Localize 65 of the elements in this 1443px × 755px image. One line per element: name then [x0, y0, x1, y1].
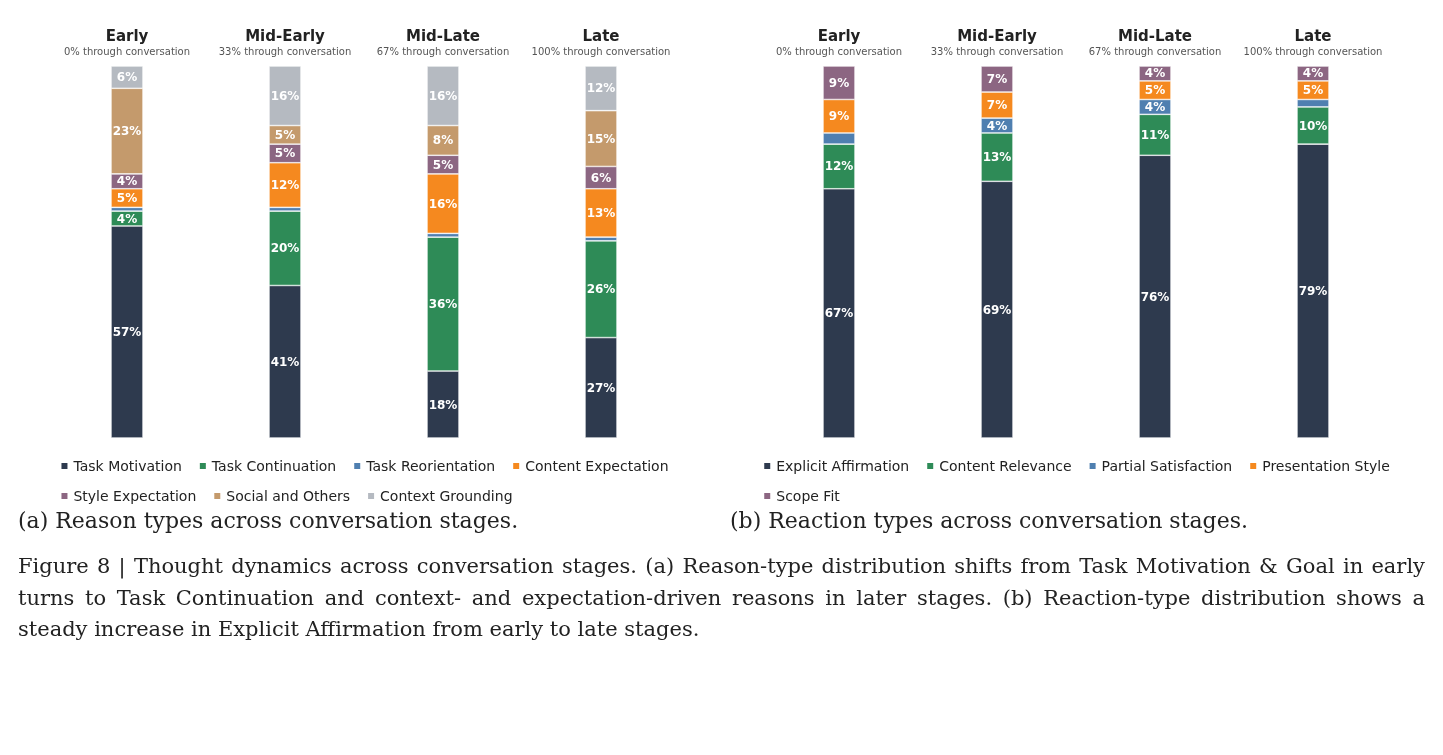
data-label: 5% — [116, 191, 138, 206]
x-tick-label: Mid-Early 33% through conversation — [218, 27, 352, 57]
x-tick-label: Mid-Early 33% through conversation — [930, 27, 1064, 57]
data-label: 69% — [982, 302, 1012, 317]
data-label: 5% — [274, 127, 296, 142]
x-tick-label: Early 0% through conversation — [63, 27, 191, 57]
caption: Figure 8 | Thought dynamics across conversation stages. (a) Reason-type distribution shifts from Task Motivation & Goal in early turns to Task Continuation and context- and expectation-driven reasons in later stages. (b) Reaction-type distribution shows a steady increase in Explicit Affirmation from early to late stages. — [17, 553, 1426, 643]
legend-label: Partial Satisfaction — [1101, 458, 1233, 474]
legend-label: Context Grounding — [380, 488, 513, 504]
legend-label: Scope Fit — [776, 488, 841, 504]
text: (a) Reason types across conversation stages. — [17, 508, 520, 533]
legend-label: Task Motivation — [72, 458, 182, 474]
data-label: 5% — [274, 146, 296, 161]
data-label: 4% — [1302, 66, 1324, 81]
data-label: 10% — [1298, 118, 1328, 133]
x-tick-label: Late 100% through conversation — [531, 27, 671, 57]
text: (b) Reaction types across conversation stages. — [729, 508, 1249, 533]
legend-label: Task Reorientation — [365, 458, 496, 474]
data-label: 26% — [586, 282, 616, 297]
data-label: 12% — [824, 159, 854, 174]
data-label: 5% — [432, 157, 454, 172]
data-label: 57% — [112, 324, 142, 339]
data-label: 15% — [586, 131, 616, 146]
data-label: 4% — [1144, 99, 1166, 114]
data-label: 5% — [1144, 83, 1166, 98]
data-label: 16% — [428, 88, 458, 103]
data-label: 4% — [116, 174, 138, 189]
legend-label: Social and Others — [226, 488, 351, 504]
x-tick-label: Mid-Late 67% through conversation — [1088, 27, 1222, 57]
data-label: 9% — [828, 109, 850, 124]
data-label: 7% — [986, 98, 1008, 113]
data-label: 8% — [432, 133, 454, 148]
data-label: 36% — [428, 297, 458, 312]
legend-label: Content Relevance — [939, 458, 1072, 474]
data-label: 20% — [270, 241, 300, 256]
data-label: 27% — [586, 380, 616, 395]
data-label: 13% — [982, 150, 1012, 165]
x-tick-label: Early 0% through conversation — [775, 27, 903, 57]
x-tick-label: Mid-Late 67% through conversation — [376, 27, 510, 57]
legend-label: Style Expectation — [73, 488, 197, 504]
data-label: 9% — [828, 75, 850, 90]
legend-label: Presentation Style — [1262, 458, 1390, 474]
data-label: 41% — [270, 354, 300, 369]
legend-label: Task Continuation — [210, 458, 337, 474]
data-label: 76% — [1140, 289, 1170, 304]
data-label: 7% — [986, 72, 1008, 87]
data-label: 67% — [824, 306, 854, 321]
data-label: 16% — [270, 88, 300, 103]
data-label: 4% — [1144, 66, 1166, 81]
data-label: 4% — [986, 118, 1008, 133]
data-label: 6% — [116, 70, 138, 85]
x-tick-label: Late 100% through conversation — [1243, 27, 1383, 57]
legend-label: Explicit Affirmation — [776, 458, 910, 474]
data-label: 11% — [1140, 127, 1170, 142]
data-label: 5% — [1302, 83, 1324, 98]
data-label: 18% — [428, 397, 458, 412]
data-label: 23% — [112, 124, 142, 139]
legend-label: Content Expectation — [525, 458, 669, 474]
data-label: 16% — [428, 196, 458, 211]
data-label: 12% — [270, 178, 300, 193]
data-label: 79% — [1298, 284, 1328, 299]
data-label: 6% — [590, 170, 612, 185]
data-label: 12% — [586, 81, 616, 96]
data-label: 13% — [586, 205, 616, 220]
data-label: 4% — [116, 211, 138, 226]
